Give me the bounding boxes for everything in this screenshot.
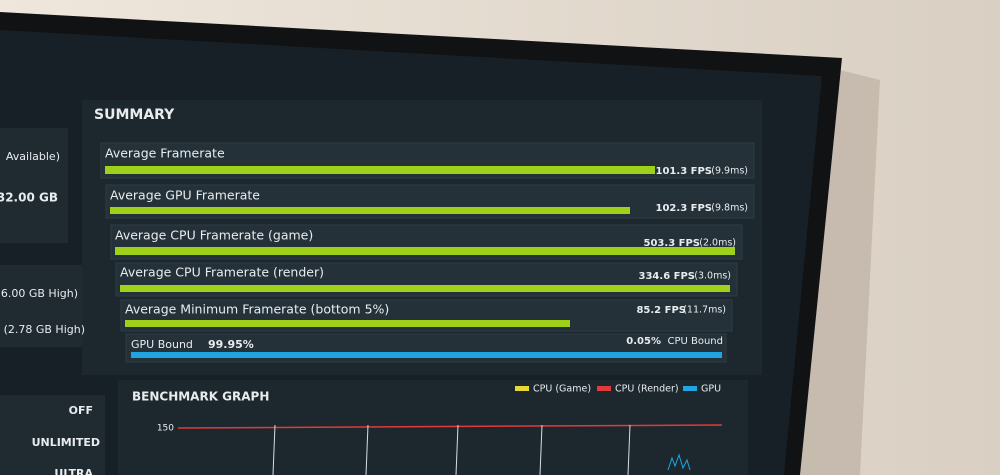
panel-box: [0, 395, 105, 475]
setting-text: B (2.78 GB High): [0, 323, 85, 336]
setting-text: (6.00 GB High): [0, 287, 78, 300]
legend-swatch: [683, 386, 697, 391]
row-fps: 102.3 FPS: [656, 203, 712, 214]
row-bar: [120, 285, 730, 292]
cpu-bound-label: CPU Bound: [667, 336, 723, 347]
row-bar: [115, 247, 735, 255]
shadow: [800, 70, 880, 475]
setting-text: 32.00 GB: [0, 191, 58, 205]
gpu-bound-value: 99.95%: [208, 338, 254, 351]
grid-line: [365, 424, 369, 475]
row-bar: [110, 207, 630, 214]
row-label: Average Framerate: [105, 146, 225, 161]
summary-rows: Average Framerate (9.9ms)101.3 FPS Average…: [100, 142, 755, 363]
grid-line: [272, 424, 276, 475]
setting-text: ULTRA: [54, 467, 93, 475]
row-fps: 85.2 FPS: [636, 305, 686, 316]
setting-text: UNLIMITED: [32, 436, 100, 449]
gpu-bound-label: GPU Bound: [131, 338, 193, 351]
row-ms: (11.7ms): [683, 305, 726, 316]
row-label: Average Minimum Framerate (bottom 5%): [125, 302, 389, 317]
setting-text: OFF: [69, 404, 93, 417]
row-fps: 334.6 FPS: [639, 271, 695, 282]
graph: CPU (Game) CPU (Render) GPU 150: [157, 384, 723, 475]
grid-line: [455, 424, 459, 475]
legend-swatch: [597, 386, 611, 391]
row-label: Average CPU Framerate (render): [120, 265, 324, 280]
panel-box: [0, 128, 68, 243]
legend-label: GPU: [701, 384, 721, 395]
legend-swatch: [515, 386, 529, 391]
row-ms: (9.8ms): [711, 203, 748, 214]
cpu-bound-value: 0.05%: [626, 336, 661, 347]
gpu-trace: [667, 453, 691, 471]
row-fps: 503.3 FPS: [644, 238, 700, 249]
row-ms: (9.9ms): [711, 166, 748, 177]
left-panel: [0, 128, 105, 475]
graph-title: BENCHMARK GRAPH: [132, 390, 269, 404]
row-bar: [105, 166, 655, 174]
red-line: [177, 424, 723, 429]
grid-line: [627, 424, 631, 475]
row-label: Average GPU Framerate: [110, 188, 260, 203]
grid-line: [539, 424, 543, 475]
gpu-bound-bar: [131, 352, 722, 358]
row-bar: [125, 320, 570, 327]
row-fps: 101.3 FPS: [656, 166, 712, 177]
row-label: Average CPU Framerate (game): [115, 228, 313, 243]
row-ms: (2.0ms): [699, 238, 736, 249]
panel-box: [0, 265, 95, 347]
setting-text: Available): [6, 150, 60, 163]
legend-label: CPU (Render): [615, 384, 679, 395]
summary-title: SUMMARY: [94, 107, 175, 123]
legend-label: CPU (Game): [533, 384, 591, 395]
row-ms: (3.0ms): [694, 271, 731, 282]
y-tick-label: 150: [157, 424, 174, 434]
